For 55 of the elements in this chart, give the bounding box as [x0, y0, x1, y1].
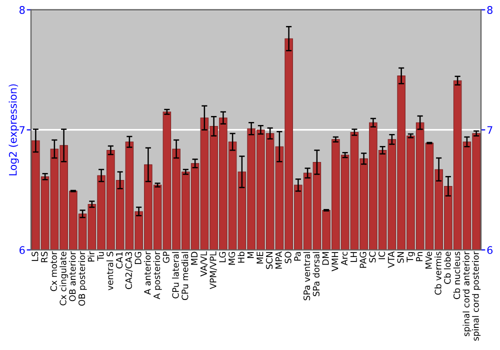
- x-tick-label: CA1: [116, 252, 123, 268]
- x-tick-label: SC: [369, 252, 376, 262]
- x-tick-label: VA/VL: [200, 251, 208, 276]
- x-tick-label: LS: [32, 252, 38, 261]
- x-tick-label: Hb: [238, 252, 244, 263]
- x-tick-label: OB posterior: [78, 251, 87, 306]
- x-tick-label: A posterior: [153, 251, 162, 300]
- x-tick-label: Cb nucleus: [453, 252, 460, 300]
- y-tick-label: 7: [20, 126, 25, 134]
- x-tick-label: M: [247, 252, 254, 258]
- x-tick-label: Arc: [341, 252, 348, 266]
- x-tick-label: Pn: [416, 252, 422, 262]
- x-tick-label: Tg: [406, 252, 415, 262]
- x-tick-label: CPu lateral: [172, 252, 179, 298]
- x-tick-label: OB anterior: [68, 251, 76, 302]
- x-tick-label: spinal cord posterior: [472, 251, 481, 341]
- x-tick-label: LG: [219, 252, 226, 262]
- x-tick-label: ME: [256, 252, 264, 264]
- x-tick-label: A anterior: [144, 251, 151, 295]
- x-tick-label: SCN: [266, 252, 273, 269]
- x-tick-label: MVe: [425, 252, 432, 269]
- x-tick-label: DG: [134, 252, 142, 264]
- x-tick-label: LH: [350, 252, 357, 262]
- y-axis-title: Log2 (expression): [8, 84, 19, 176]
- y-tick-label: 8: [20, 6, 25, 14]
- x-tick-label: Pa: [294, 252, 301, 261]
- y2-tick-label: 7: [487, 126, 492, 134]
- x-tick-label: Tu: [97, 252, 104, 261]
- x-tick-label: GP: [162, 252, 170, 263]
- x-tick-label: PAG: [360, 252, 366, 268]
- y2-tick-label: 6: [487, 246, 493, 254]
- y2-tick-label: 8: [487, 6, 492, 14]
- x-tick-label: Cx motor: [50, 251, 57, 292]
- x-tick-label: RS: [40, 252, 48, 262]
- x-tick-label: IC: [378, 252, 386, 260]
- x-tick-label: CA2/CA3: [125, 252, 133, 290]
- x-tick-label: VMH: [332, 252, 338, 272]
- x-tick-label: Cx cingulate: [60, 252, 68, 306]
- y-tick-label: 6: [20, 246, 25, 254]
- x-tick-label: SPa ventral: [303, 252, 310, 300]
- x-tick-label: VPM/VPL: [210, 251, 218, 290]
- x-tick-label: spinal cord anterior: [462, 251, 472, 336]
- x-tick-label: Pir: [88, 251, 94, 262]
- x-tick-label: MG: [228, 252, 236, 265]
- x-tick-label: MD: [191, 252, 198, 265]
- x-tick-label: SO: [284, 252, 292, 264]
- x-tick-label: Cb vermis: [434, 252, 442, 295]
- x-tick-label: Cb lobe: [444, 252, 451, 284]
- x-tick-label: DM: [322, 252, 329, 265]
- x-tick-label: MPA: [275, 251, 282, 269]
- x-tick-label: CPu medial: [181, 252, 188, 300]
- x-tick-label: SN: [397, 252, 404, 263]
- x-tick-label: SPa dorsal: [312, 252, 320, 296]
- x-tick-label: VTA: [388, 251, 394, 268]
- x-tick-label: ventral S: [106, 252, 114, 290]
